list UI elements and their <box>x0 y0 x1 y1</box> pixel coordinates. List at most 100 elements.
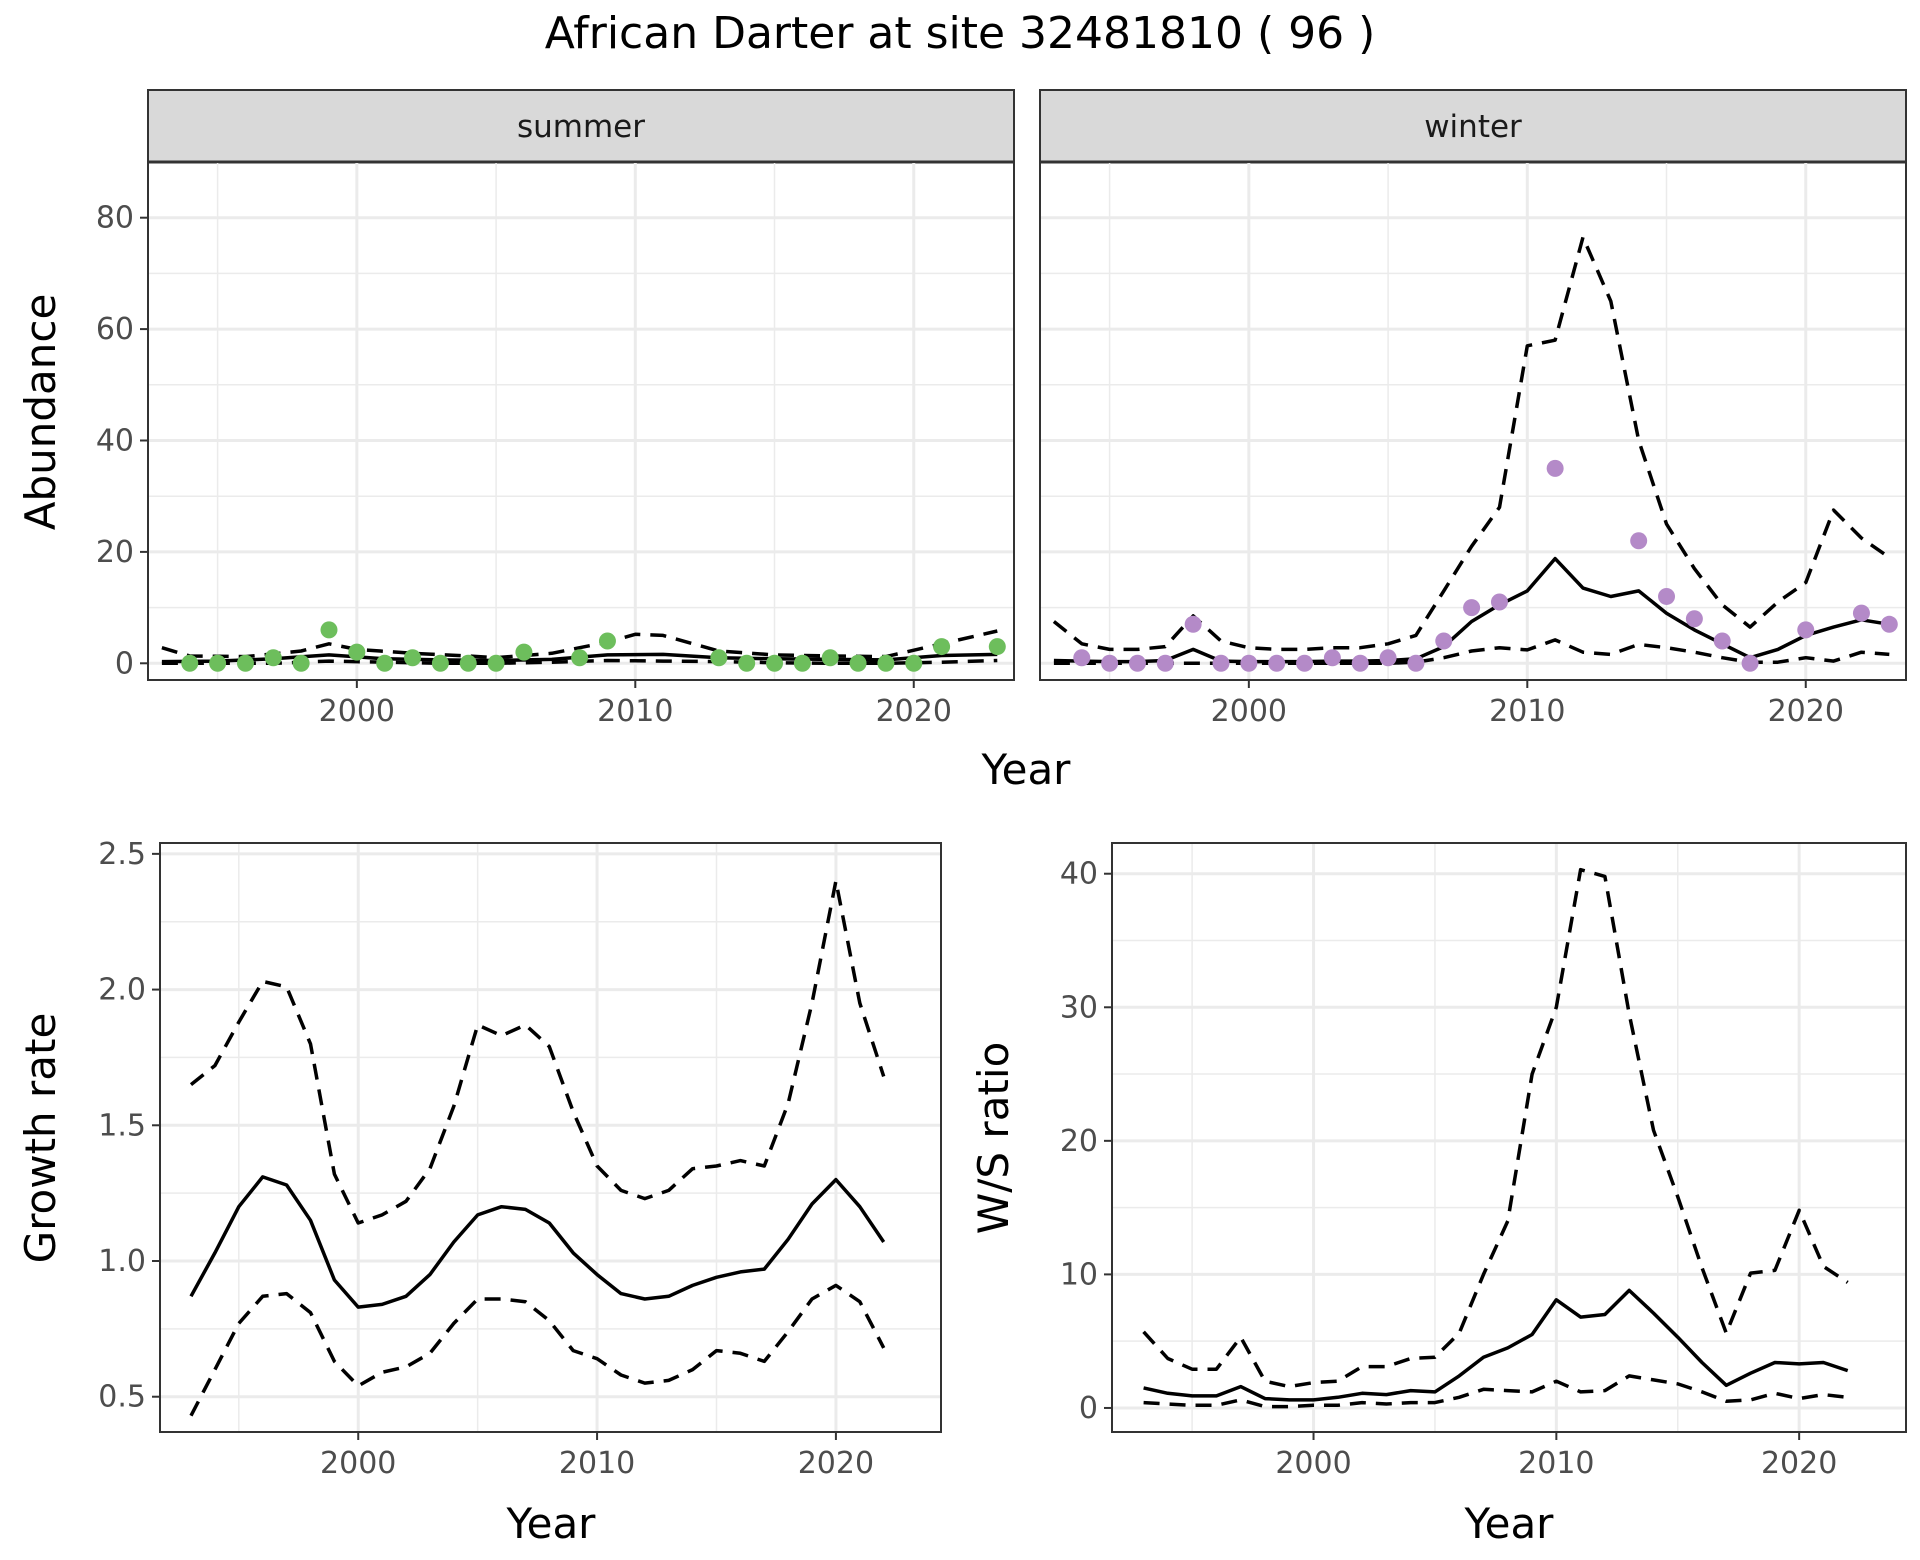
data-point <box>292 654 310 672</box>
data-point <box>1101 654 1119 672</box>
strip-winter <box>1039 89 1907 163</box>
data-point <box>209 654 227 672</box>
y-tick-label: 80 <box>96 201 134 236</box>
ws-y-axis-title: W/S ratio <box>969 1042 1018 1235</box>
series-line-mean <box>1143 1288 1849 1402</box>
panel-abundance-summer: 2000 2010 2020 0 20 40 60 80 <box>96 161 1015 729</box>
data-point <box>766 654 784 672</box>
data-point <box>1490 593 1508 611</box>
data-point <box>988 638 1006 656</box>
y-tick-label: 1.0 <box>98 1244 146 1279</box>
data-point <box>877 654 895 672</box>
data-point <box>1240 654 1258 672</box>
data-point <box>905 654 923 672</box>
x-tick-label: 2010 <box>1518 1446 1594 1481</box>
x-tick-label: 2000 <box>1211 694 1287 729</box>
x-tick-label: 2020 <box>798 1446 874 1481</box>
y-tick-label: 60 <box>96 312 134 347</box>
x-tick-label: 2010 <box>559 1446 635 1481</box>
y-tick-label: 2.5 <box>98 837 146 872</box>
data-point <box>181 654 199 672</box>
x-tick-label: 2010 <box>1489 694 1565 729</box>
data-point <box>738 654 756 672</box>
data-point <box>431 654 449 672</box>
data-point <box>264 649 282 667</box>
y-tick-label: 30 <box>1060 990 1098 1025</box>
strip-label-summer: summer <box>517 109 645 145</box>
y-tick-label: 40 <box>96 423 134 458</box>
data-point <box>1435 632 1453 650</box>
data-point <box>849 654 867 672</box>
data-point <box>598 632 616 650</box>
data-point <box>487 654 505 672</box>
x-tick-label: 2020 <box>876 694 952 729</box>
data-point <box>1797 621 1815 639</box>
panel-border <box>147 161 1015 681</box>
data-point <box>1323 649 1341 667</box>
y-tick-label: 1.5 <box>98 1108 146 1143</box>
y-tick-label: 0.5 <box>98 1380 146 1415</box>
data-point <box>1128 654 1146 672</box>
data-point <box>236 654 254 672</box>
series-line-bound <box>1143 1374 1848 1409</box>
x-tick-label: 2010 <box>597 694 673 729</box>
data-point <box>1546 459 1564 477</box>
data-point <box>348 643 366 661</box>
series-line-mean <box>189 1175 886 1309</box>
y-tick-label: 2.0 <box>98 973 146 1008</box>
x-tick-label: 2020 <box>1768 694 1844 729</box>
series-line-bound <box>189 879 886 1225</box>
strip-summer <box>147 89 1015 163</box>
top-x-axis-title: Year <box>981 745 1072 794</box>
strip-label-winter: winter <box>1424 109 1522 145</box>
data-point <box>1379 649 1397 667</box>
panel-border <box>159 842 942 1433</box>
data-point <box>1713 632 1731 650</box>
panel-ws-ratio: 2000 2010 2020 0 10 20 30 40 <box>1060 842 1907 1481</box>
data-point <box>515 643 533 661</box>
y-tick-label: 40 <box>1060 857 1098 892</box>
data-point <box>821 649 839 667</box>
data-point <box>1880 615 1898 633</box>
figure-title: African Darter at site 32481810 ( 96 ) <box>545 8 1376 59</box>
data-point <box>1852 604 1870 622</box>
panel-border <box>1039 161 1907 681</box>
y-tick-label: 0 <box>1079 1391 1098 1426</box>
x-tick-label: 2000 <box>1275 1446 1351 1481</box>
data-point <box>710 649 728 667</box>
data-point <box>1630 532 1648 550</box>
panel-border <box>1111 842 1907 1433</box>
series-line-bound <box>1142 867 1849 1389</box>
data-point <box>1184 615 1202 633</box>
y-tick-label: 20 <box>96 535 134 570</box>
y-tick-label: 10 <box>1060 1257 1098 1292</box>
data-point <box>793 654 811 672</box>
x-tick-label: 2000 <box>320 1446 396 1481</box>
ws-x-axis-title: Year <box>1464 1499 1555 1548</box>
data-point <box>1351 654 1369 672</box>
abundance-y-axis-title: Abundance <box>16 294 65 531</box>
y-tick-label: 0 <box>115 646 134 681</box>
data-point <box>1268 654 1286 672</box>
panel-abundance-winter: 2000 2010 2020 <box>1039 161 1907 729</box>
data-point <box>1073 649 1091 667</box>
growth-x-axis-title: Year <box>506 1499 597 1548</box>
data-point <box>1212 654 1230 672</box>
series-line-bound <box>189 1283 886 1417</box>
data-point <box>933 638 951 656</box>
y-tick-label: 20 <box>1060 1124 1098 1159</box>
data-point <box>1741 654 1759 672</box>
data-point <box>404 649 422 667</box>
data-point <box>459 654 477 672</box>
data-point <box>1685 610 1703 628</box>
x-tick-label: 2000 <box>319 694 395 729</box>
data-point <box>1407 654 1425 672</box>
data-point <box>571 649 589 667</box>
data-point <box>1463 599 1481 617</box>
data-point <box>1296 654 1314 672</box>
data-point <box>376 654 394 672</box>
data-point <box>1658 587 1676 605</box>
x-tick-label: 2020 <box>1761 1446 1837 1481</box>
